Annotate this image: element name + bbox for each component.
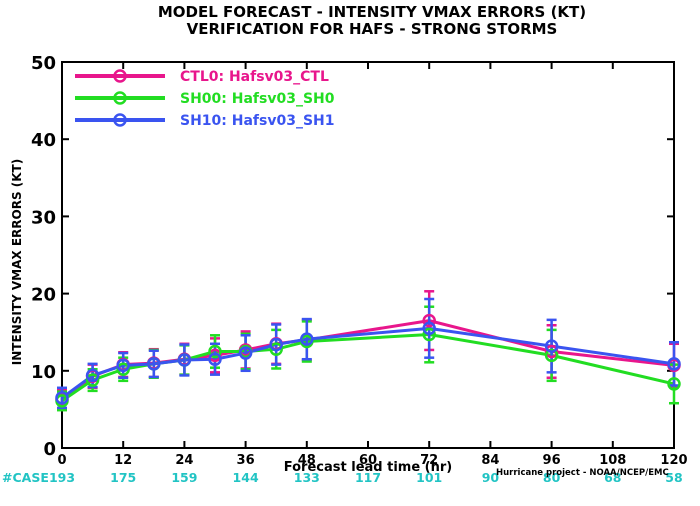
y-tick-label: 40: [31, 130, 56, 151]
chart-title: MODEL FORECAST - INTENSITY VMAX ERRORS (…: [158, 3, 586, 21]
data-point: [667, 357, 681, 371]
legend-marker: [113, 113, 127, 127]
y-tick-label: 10: [31, 362, 56, 383]
legend-label: CTL0: Hafsv03_CTL: [180, 69, 329, 85]
legend-label: SH10: Hafsv03_SH1: [180, 113, 335, 129]
x-tick-label: 48: [298, 453, 316, 468]
data-point: [269, 342, 283, 356]
x-tick-label: 36: [237, 453, 255, 468]
data-point: [55, 391, 69, 405]
x-tick-label: 12: [114, 453, 132, 468]
credit-text: Hurricane project - NOAA/NCEP/EMC: [496, 468, 669, 478]
x-tick-label: 108: [599, 453, 626, 468]
case-count: 117: [355, 470, 381, 485]
x-tick-label: 96: [543, 453, 561, 468]
case-count: 90: [482, 470, 500, 485]
case-count: 101: [416, 470, 442, 485]
case-count: 193: [49, 470, 75, 485]
data-point: [422, 313, 436, 328]
case-count: 68: [604, 470, 621, 485]
y-axis-label: INTENSITY VMAX ERRORS (KT): [10, 159, 24, 365]
y-tick-label: 30: [31, 207, 56, 228]
legend-marker: [113, 91, 127, 105]
legend-marker: [113, 69, 127, 83]
x-tick-label: 72: [420, 453, 438, 468]
data-point: [238, 346, 253, 360]
data-point: [269, 337, 283, 352]
case-count: 80: [543, 470, 561, 485]
series-group: [55, 290, 681, 412]
x-tick-label: 120: [660, 453, 687, 468]
case-count: 144: [233, 470, 259, 485]
case-count: 175: [110, 470, 136, 485]
case-count: 133: [294, 470, 320, 485]
x-tick-label: 60: [359, 453, 377, 468]
y-tick-label: 0: [43, 439, 56, 460]
x-axis-label: Forecast lead time (hr): [284, 460, 452, 475]
data-point: [667, 377, 681, 391]
case-label: #CASE: [2, 470, 49, 485]
y-tick-label: 50: [31, 53, 56, 74]
data-point: [544, 348, 559, 363]
data-point: [177, 353, 192, 367]
x-tick-label: 24: [175, 453, 193, 468]
x-tick-label: 84: [481, 453, 499, 468]
x-tick-label: 0: [57, 453, 66, 468]
data-point: [300, 332, 314, 346]
chart-subtitle: VERIFICATION FOR HAFS - STRONG STORMS: [187, 20, 558, 38]
case-count: 159: [171, 470, 197, 485]
data-point: [208, 352, 222, 366]
data-point: [208, 344, 222, 359]
legend-label: SH00: Hafsv03_SH0: [180, 91, 335, 107]
data-point: [85, 368, 100, 383]
legend: CTL0: Hafsv03_CTL SH00: Hafsv03_SH0 SH10: …: [75, 69, 335, 129]
y-tick-label: 20: [31, 285, 56, 306]
data-point: [422, 327, 436, 342]
data-point: [116, 358, 130, 373]
case-count: 58: [665, 470, 682, 485]
data-point: [147, 357, 161, 371]
data-point: [544, 339, 559, 353]
data-point: [422, 321, 436, 336]
data-point: [85, 373, 100, 387]
